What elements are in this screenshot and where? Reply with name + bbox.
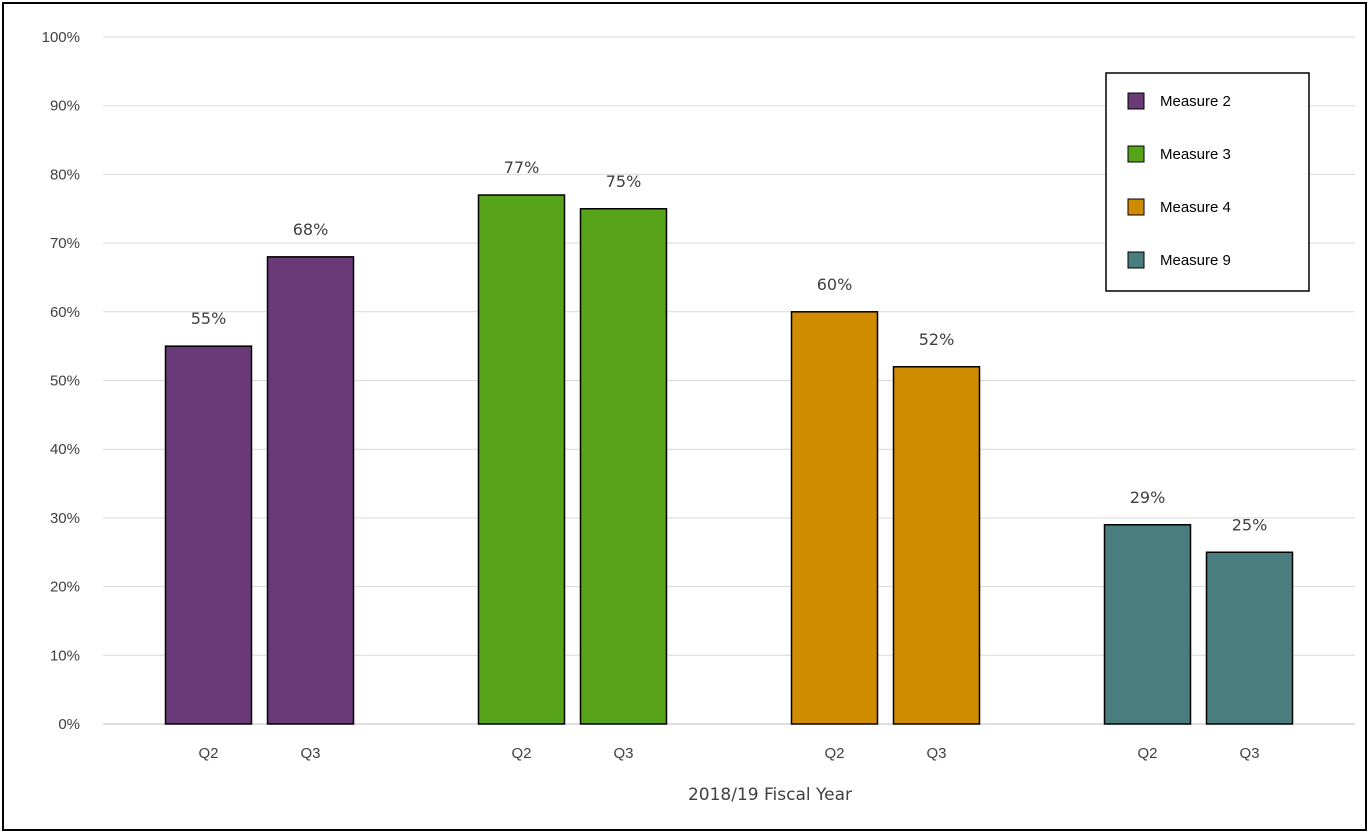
legend-swatch <box>1127 251 1145 269</box>
x-category-label: Q3 <box>300 745 320 762</box>
bars <box>164 194 1294 725</box>
legend-label: Measure 3 <box>1160 146 1231 163</box>
x-category-label: Q3 <box>613 745 633 762</box>
bar <box>790 311 879 725</box>
y-tick-label: 90% <box>50 98 80 115</box>
x-axis-title: 2018/19 Fiscal Year <box>688 785 852 805</box>
x-axis-categories: Q2 Q3 Q2 Q3 Q2 Q3 Q2 Q3 <box>198 745 1259 762</box>
x-category-label: Q3 <box>926 745 946 762</box>
data-label: 60% <box>817 275 853 294</box>
data-label: 68% <box>293 220 329 239</box>
legend-swatch <box>1127 92 1145 110</box>
data-labels: 55% 68% 77% 75% 60% 52% 29% 25% <box>191 158 1268 534</box>
x-category-label: Q2 <box>1137 745 1157 762</box>
legend: Measure 2 Measure 3 Measure 4 Measure 9 <box>1105 72 1310 292</box>
legend-swatch <box>1127 145 1145 163</box>
data-label: 75% <box>606 172 642 191</box>
bar <box>579 208 668 725</box>
data-label: 55% <box>191 309 227 328</box>
legend-label: Measure 4 <box>1160 199 1231 216</box>
y-tick-label: 100% <box>42 29 80 46</box>
y-tick-label: 40% <box>50 441 80 458</box>
bar <box>477 194 566 725</box>
bar <box>892 366 981 725</box>
bar <box>1103 524 1192 725</box>
x-category-label: Q2 <box>198 745 218 762</box>
bar <box>164 345 253 725</box>
y-tick-label: 80% <box>50 166 80 183</box>
x-category-label: Q3 <box>1239 745 1259 762</box>
data-label: 77% <box>504 158 540 177</box>
y-tick-label: 50% <box>50 373 80 390</box>
data-label: 52% <box>919 330 955 349</box>
y-tick-label: 20% <box>50 579 80 596</box>
data-label: 29% <box>1130 488 1166 507</box>
y-tick-label: 0% <box>58 716 80 733</box>
y-tick-label: 10% <box>50 647 80 664</box>
legend-label: Measure 9 <box>1160 252 1231 269</box>
bar <box>1205 551 1294 725</box>
x-category-label: Q2 <box>824 745 844 762</box>
data-label: 25% <box>1232 515 1268 534</box>
x-category-label: Q2 <box>511 745 531 762</box>
y-tick-label: 60% <box>50 304 80 321</box>
y-tick-label: 30% <box>50 510 80 527</box>
legend-swatch <box>1127 198 1145 216</box>
bar <box>266 256 355 725</box>
y-tick-label: 70% <box>50 235 80 252</box>
legend-label: Measure 2 <box>1160 93 1231 110</box>
y-axis-ticks: 0% 10% 20% 30% 40% 50% 60% 70% 80% 90% 100% <box>42 29 80 733</box>
